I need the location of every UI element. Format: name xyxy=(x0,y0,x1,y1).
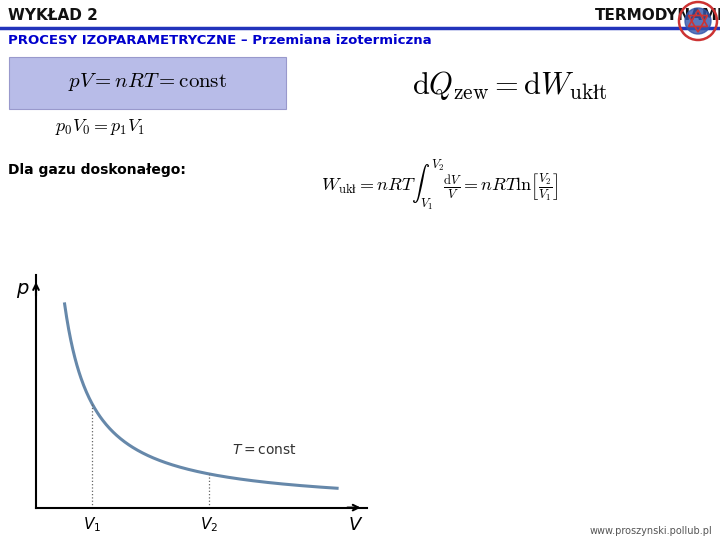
Text: $T{=}\mathrm{const}$: $T{=}\mathrm{const}$ xyxy=(232,443,297,456)
Text: $V$: $V$ xyxy=(348,516,364,534)
Text: Dla gazu doskonałego:: Dla gazu doskonałego: xyxy=(8,163,186,177)
Text: www.proszynski.pollub.pl: www.proszynski.pollub.pl xyxy=(589,526,712,536)
Text: $V_2$: $V_2$ xyxy=(200,515,218,534)
FancyBboxPatch shape xyxy=(9,57,286,109)
Bar xyxy=(0,0,720,27)
Text: $p_0V_0 = p_1V_1$: $p_0V_0 = p_1V_1$ xyxy=(55,117,145,137)
Text: $p$: $p$ xyxy=(16,281,30,300)
Text: TERMODYNAMIKA: TERMODYNAMIKA xyxy=(595,9,720,24)
Text: $\mathrm{d}Q_{\mathrm{zew}} = \mathrm{d}W_{\mathrm{uk\l{t}}}$: $\mathrm{d}Q_{\mathrm{zew}} = \mathrm{d}… xyxy=(412,69,608,102)
Text: PROCESY IZOPARAMETRYCZNE – Przemiana izotermiczna: PROCESY IZOPARAMETRYCZNE – Przemiana izo… xyxy=(8,33,431,46)
Text: WYKŁAD 2: WYKŁAD 2 xyxy=(8,9,98,24)
Text: $W_{\mathrm{uk\l}} = nRT\int_{V_1}^{V_2}\frac{\mathrm{d}V}{V} = nRT\ln\!\left[\f: $W_{\mathrm{uk\l}} = nRT\int_{V_1}^{V_2}… xyxy=(321,158,559,212)
Circle shape xyxy=(685,8,711,34)
Text: $pV = nRT = \mathrm{const}$: $pV = nRT = \mathrm{const}$ xyxy=(68,71,228,93)
Text: $V_1$: $V_1$ xyxy=(84,515,102,534)
